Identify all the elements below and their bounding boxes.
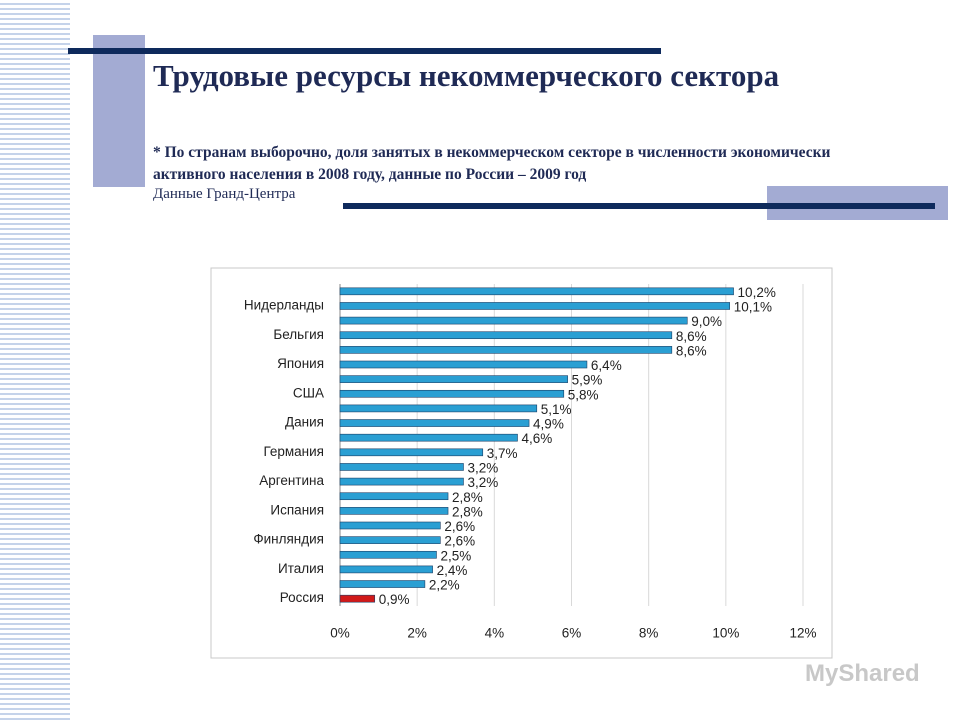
y-tick-label: Бельгия [273,327,324,342]
bar [339,536,441,544]
value-label: 2,5% [440,548,471,563]
bar [339,404,538,413]
bar [339,360,588,369]
y-tick-label: Япония [277,356,324,371]
bar [339,346,673,354]
y-tick-label: Финляндия [253,532,324,547]
x-tick-label: 12% [789,626,816,641]
x-tick-label: 10% [712,626,739,641]
bar [339,316,688,325]
y-tick-label: Нидерланды [244,298,324,313]
y-tick-label: Дания [285,415,324,430]
bar [339,419,530,427]
bar [339,565,433,574]
bar [339,521,441,530]
bar [339,463,464,471]
value-label: 3,2% [467,461,498,476]
value-label: 5,9% [572,373,603,388]
block-decor [93,35,145,187]
bar [339,331,673,340]
bar [339,492,449,501]
bar [339,580,426,588]
bar [339,302,730,310]
value-label: 3,7% [487,446,518,461]
value-label: 5,8% [568,387,599,402]
value-label: 2,6% [444,519,475,534]
bar [339,477,464,486]
value-label: 9,0% [691,314,722,329]
x-tick-label: 0% [330,626,350,641]
subtitle: * По странам выборочно, доля занятых в н… [153,144,831,183]
x-tick-label: 6% [562,626,582,641]
bar [339,375,568,383]
value-label: 2,8% [452,490,483,505]
bar [339,433,518,442]
y-tick-label: Аргентина [259,473,324,488]
value-label: 0,9% [379,592,410,607]
bar [339,507,449,515]
bar [339,287,734,296]
value-label: 10,2% [738,285,776,300]
y-tick-label: США [293,385,324,400]
value-label: 2,6% [444,534,475,549]
value-label: 6,4% [591,358,622,373]
y-tick-label: Испания [270,502,324,517]
value-label: 10,1% [734,300,772,315]
title: Трудовые ресурсы некоммерческого сектора [153,58,780,93]
value-label: 5,1% [541,402,572,417]
x-tick-label: 8% [639,626,659,641]
x-tick-label: 4% [485,626,505,641]
value-label: 2,4% [437,563,468,578]
watermark: MyShared [805,660,920,687]
value-label: 2,8% [452,504,483,519]
value-label: 8,6% [676,329,707,344]
y-tick-label: Италия [278,561,324,576]
bar [339,389,565,398]
bar [339,550,437,559]
stripe-decor [0,0,70,720]
value-label: 4,6% [521,431,552,446]
bar [339,594,376,603]
rule-decor [343,203,935,209]
y-tick-label: Россия [280,590,324,605]
bar [339,448,484,457]
value-label: 4,9% [533,417,564,432]
x-tick-label: 2% [407,626,427,641]
value-label: 8,6% [676,343,707,358]
y-tick-label: Германия [263,444,324,459]
value-label: 2,2% [429,578,460,593]
source: Данные Гранд-Центра [153,186,296,202]
value-label: 3,2% [467,475,498,490]
rule-decor [68,48,661,54]
